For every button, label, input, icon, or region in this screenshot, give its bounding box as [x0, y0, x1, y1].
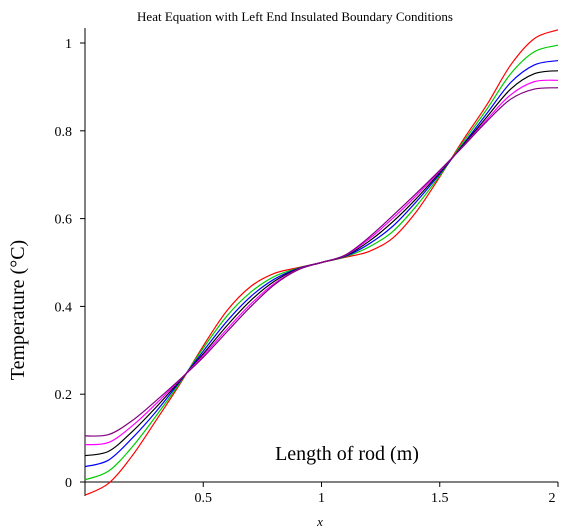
series-lines-group	[85, 30, 558, 495]
y-tick-label: 0.6	[55, 213, 73, 228]
x-tick-label: 1.5	[431, 491, 449, 506]
y-tick-label: 0.4	[55, 300, 73, 315]
series-line-4	[85, 71, 558, 456]
x-tick-label: 2	[549, 491, 556, 506]
rod-length-annotation: Length of rod (m)	[275, 443, 419, 465]
series-line-6	[85, 88, 558, 436]
ticks-group: 0.5 1 1.5 2 0 0.2 0.4 0.6 0.8 1	[55, 37, 559, 506]
x-axis-label: x	[316, 514, 323, 529]
y-axis-label: Temperature (°C)	[7, 240, 29, 380]
y-tick-label: 1	[65, 37, 72, 52]
y-tick-label: 0	[65, 476, 72, 491]
y-tick-label: 0.8	[55, 125, 73, 140]
chart-title: Heat Equation with Left End Insulated Bo…	[137, 9, 453, 24]
x-tick-label: 0.5	[195, 491, 213, 506]
y-tick-label: 0.2	[55, 388, 73, 403]
x-tick-label: 1	[318, 491, 325, 506]
